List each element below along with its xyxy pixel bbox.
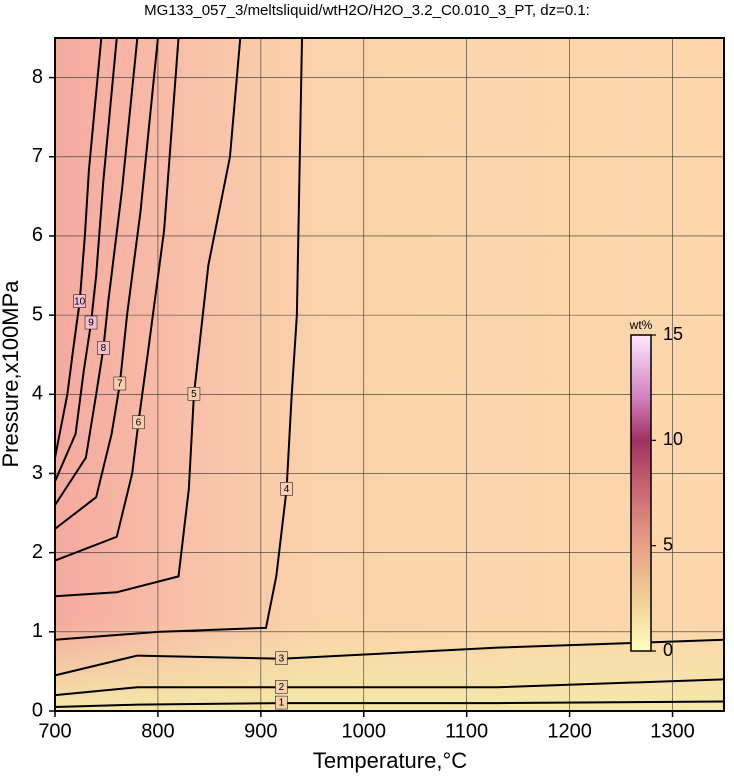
y-axis-label: Pressure,x100MPa — [0, 280, 23, 468]
contour-label-box — [275, 651, 288, 665]
colorbar-tick-label: 15 — [663, 324, 683, 344]
y-tick-label: 6 — [32, 224, 43, 246]
contour-label: 7 — [117, 379, 123, 390]
contour-label-box — [84, 315, 98, 330]
x-tick-label: 900 — [244, 720, 277, 742]
contour-label: 4 — [284, 484, 290, 495]
x-axis-label: Temperature,°C — [313, 748, 467, 773]
contour-line — [54, 37, 242, 598]
contour-label: 9 — [88, 318, 94, 329]
x-tick-label: 1300 — [650, 720, 695, 742]
contour-label-box — [275, 695, 288, 710]
plot-shading — [55, 620, 724, 711]
y-tick-label: 4 — [32, 383, 43, 405]
y-tick-label: 1 — [32, 620, 43, 642]
colorbar — [630, 334, 652, 652]
x-tick-label: 1200 — [547, 720, 592, 742]
colorbar-tick-label: 10 — [663, 429, 683, 449]
y-tick-label: 5 — [32, 303, 43, 325]
x-tick-label: 1000 — [342, 720, 387, 742]
plot-background — [55, 38, 724, 711]
contour-label: 6 — [136, 417, 142, 428]
contour-label: 10 — [74, 296, 86, 307]
contour-label: 3 — [279, 653, 285, 664]
x-tick-label: 700 — [38, 720, 71, 742]
plot-frame — [54, 37, 725, 712]
contour-label-box — [187, 387, 201, 401]
y-tick-label: 3 — [32, 462, 43, 484]
y-tick-label: 0 — [32, 699, 43, 721]
contour-label-box — [275, 679, 288, 694]
contour-label-box — [73, 294, 86, 308]
contour-line — [54, 37, 304, 641]
contour-label-box — [132, 415, 145, 430]
contour-label: 2 — [279, 682, 285, 693]
contour-label: 5 — [191, 389, 197, 400]
colorbar-tick-label: 0 — [663, 640, 673, 660]
colorbar-label: wt% — [629, 318, 653, 332]
y-tick-label: 2 — [32, 541, 43, 563]
colorbar-tick-label: 5 — [663, 534, 673, 554]
y-tick-label: 8 — [32, 66, 43, 88]
contour-label-box — [280, 482, 293, 496]
y-tick-label: 7 — [32, 145, 43, 167]
contour-label-box — [97, 341, 110, 355]
contour-label: 1 — [279, 698, 285, 709]
contour-label: 8 — [101, 343, 107, 354]
x-tick-label: 1100 — [445, 720, 488, 742]
chart-title: MG133_057_3/meltsliquid/wtH2O/H2O_3.2_C0… — [144, 2, 590, 19]
contour-label-box — [113, 376, 127, 391]
x-tick-label: 800 — [141, 720, 174, 742]
